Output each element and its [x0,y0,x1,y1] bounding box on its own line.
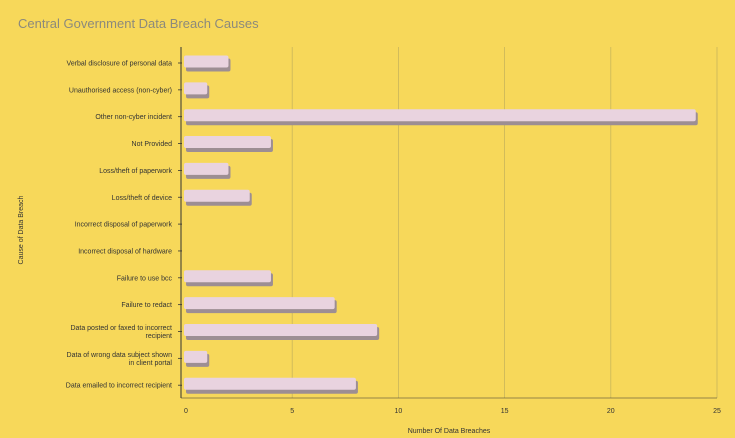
y-tick-label: Verbal disclosure of personal data [67,61,173,68]
bar [184,55,229,68]
y-tick-label: Data emailed to incorrect recipient [66,383,172,390]
bar [184,377,356,390]
bar [184,82,208,95]
x-tick-label: 20 [607,408,615,415]
y-tick-label: Loss/theft of device [112,195,172,202]
y-tick-label: Data of wrong data subject shown in clien… [67,352,173,367]
axes [178,47,717,399]
x-axis-title: Number Of Data Breaches [408,428,491,435]
tick-labels: 0 5 10 15 20 25 Verbal disclosure of personal … [66,61,721,416]
y-tick-label: Data posted or faxed to incorrect recipie… [70,325,172,340]
y-tick-label: Failure to use bcc [117,275,173,282]
bar [184,297,335,310]
gridlines [291,47,718,398]
y-tick-label: Loss/theft of paperwork [99,168,172,175]
y-tick-label: Incorrect disposal of paperwork [75,222,173,229]
chart-title: Central Government Data Breach Causes [18,16,259,31]
bar [184,350,208,363]
y-tick-label: Unauthorised access (non-cyber) [69,87,172,94]
y-axis-title: Cause of Data Breach [18,195,25,264]
bar [184,136,271,149]
x-tick-label: 15 [501,408,509,415]
bar [184,162,229,175]
bar [184,324,378,336]
bar [184,189,250,202]
y-tick-label: Other non-cyber incident [95,114,172,121]
bar [184,109,696,122]
y-tick-label: Not Provided [132,141,173,148]
y-tick-label: Failure to redact [121,302,172,309]
x-tick-label: 5 [290,408,294,415]
y-tick-label: Incorrect disposal of hardware [78,248,172,255]
bar [184,270,271,283]
x-tick-label: 25 [713,408,721,415]
x-tick-label: 0 [184,408,188,415]
x-tick-label: 10 [395,408,403,415]
bars [184,55,698,394]
